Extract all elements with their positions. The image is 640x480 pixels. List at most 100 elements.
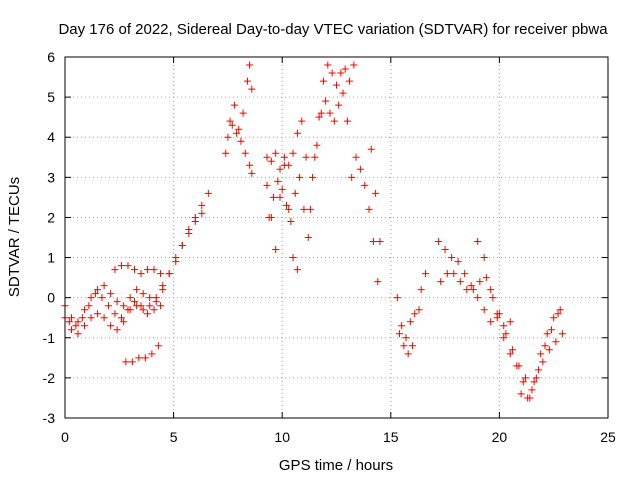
data-point xyxy=(293,129,301,137)
data-point xyxy=(352,153,360,161)
y-tick-label: 3 xyxy=(47,169,55,185)
data-point xyxy=(87,294,95,302)
data-point xyxy=(124,262,132,270)
axis-ticks xyxy=(64,56,609,419)
data-point xyxy=(152,294,160,302)
data-point xyxy=(81,306,89,314)
data-point xyxy=(248,85,256,93)
y-tick-label: 2 xyxy=(47,209,55,225)
series-track-i xyxy=(263,117,310,189)
x-axis-title: GPS time / hours xyxy=(279,457,393,474)
data-point xyxy=(272,246,280,254)
series-track-p xyxy=(395,330,417,358)
data-point xyxy=(519,378,527,386)
data-point xyxy=(409,342,417,350)
series-track-s xyxy=(437,270,562,394)
data-point xyxy=(487,318,495,326)
data-point xyxy=(270,193,278,201)
data-point xyxy=(68,326,76,334)
data-point xyxy=(550,314,558,322)
data-point xyxy=(500,322,508,330)
data-point xyxy=(248,169,256,177)
data-point xyxy=(113,326,121,334)
data-point xyxy=(543,330,551,338)
data-point xyxy=(448,254,456,262)
data-point xyxy=(313,141,321,149)
data-point xyxy=(128,358,136,366)
data-point xyxy=(398,322,406,330)
data-point xyxy=(131,298,139,306)
data-point xyxy=(85,302,93,310)
data-point xyxy=(348,173,356,181)
data-point xyxy=(524,394,532,402)
data-point xyxy=(350,61,358,69)
data-point xyxy=(393,294,401,302)
data-point xyxy=(124,306,132,314)
data-point xyxy=(517,390,525,398)
data-point xyxy=(276,193,284,201)
data-point xyxy=(289,254,297,262)
data-point xyxy=(487,286,495,294)
data-point xyxy=(94,286,102,294)
data-point xyxy=(74,330,82,338)
grid xyxy=(65,57,608,418)
data-point xyxy=(265,213,273,221)
data-point xyxy=(120,318,128,326)
data-point xyxy=(159,282,167,290)
data-point xyxy=(333,81,340,89)
data-point xyxy=(469,286,477,294)
data-point xyxy=(365,205,373,213)
data-point xyxy=(233,129,241,137)
data-point xyxy=(172,254,180,262)
series-track-g xyxy=(224,121,256,177)
data-point xyxy=(117,314,125,322)
data-point xyxy=(100,314,108,322)
data-point xyxy=(74,318,82,326)
data-point xyxy=(289,149,297,157)
data-point xyxy=(246,61,254,69)
data-point xyxy=(283,201,291,209)
series-track-q xyxy=(417,270,430,294)
data-point xyxy=(339,89,347,97)
data-point xyxy=(500,334,508,342)
series-track-f xyxy=(222,61,256,157)
data-point xyxy=(291,189,299,197)
data-point xyxy=(276,165,284,173)
series-track-n xyxy=(367,145,384,246)
data-point xyxy=(144,310,152,318)
data-point xyxy=(107,322,115,330)
y-tick-label: -2 xyxy=(43,370,56,386)
data-point xyxy=(337,69,345,77)
data-point xyxy=(131,266,139,274)
data-point xyxy=(91,290,99,298)
data-point xyxy=(506,350,514,358)
data-point xyxy=(322,97,330,105)
series-track-d xyxy=(111,262,165,278)
data-point xyxy=(68,314,76,322)
data-point xyxy=(506,318,514,326)
data-point xyxy=(144,266,152,274)
series-track-e xyxy=(122,342,162,366)
data-point xyxy=(126,294,134,302)
series-track-r xyxy=(435,238,514,330)
data-point xyxy=(235,125,243,133)
data-point xyxy=(539,358,547,366)
data-point xyxy=(267,157,275,165)
data-point xyxy=(521,374,529,382)
y-tick-label: -3 xyxy=(43,410,56,426)
data-point xyxy=(435,238,443,246)
data-point xyxy=(417,286,425,294)
data-point xyxy=(78,314,86,322)
data-point xyxy=(98,294,106,302)
data-point xyxy=(280,153,288,161)
data-point xyxy=(237,137,245,145)
data-point xyxy=(150,306,158,314)
data-point xyxy=(461,270,469,278)
data-point xyxy=(304,234,312,241)
data-point xyxy=(395,330,403,338)
data-point xyxy=(287,217,295,225)
data-point xyxy=(324,61,332,69)
data-point xyxy=(528,386,536,394)
data-point xyxy=(178,242,186,250)
y-tick-label: 0 xyxy=(47,290,55,306)
